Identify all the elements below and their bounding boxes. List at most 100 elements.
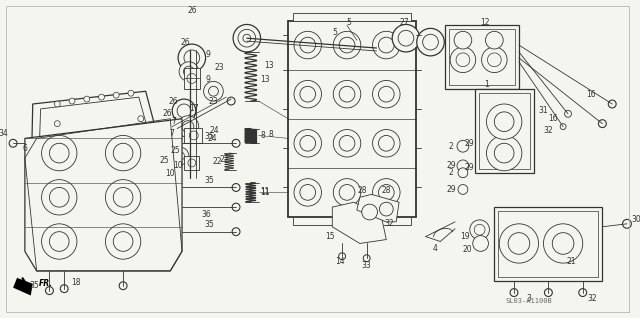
Text: 24: 24 (207, 134, 217, 143)
Circle shape (378, 135, 394, 151)
Circle shape (300, 184, 316, 200)
Circle shape (372, 179, 400, 206)
Circle shape (113, 92, 119, 98)
Circle shape (42, 224, 77, 259)
Text: 22: 22 (212, 157, 222, 166)
Circle shape (189, 131, 198, 140)
Circle shape (209, 86, 218, 96)
Text: 16: 16 (586, 90, 595, 99)
Text: 29: 29 (446, 161, 456, 170)
Circle shape (84, 188, 90, 193)
Circle shape (378, 37, 394, 53)
Polygon shape (25, 119, 182, 271)
Text: 14: 14 (335, 257, 345, 266)
Circle shape (545, 289, 552, 296)
Circle shape (177, 104, 191, 118)
Bar (494, 207, 602, 281)
Circle shape (300, 37, 316, 53)
Circle shape (238, 29, 256, 47)
Text: 18: 18 (71, 278, 81, 287)
Circle shape (623, 219, 631, 228)
Circle shape (372, 31, 400, 59)
Circle shape (187, 73, 196, 83)
Circle shape (339, 135, 355, 151)
Circle shape (499, 224, 538, 263)
Text: 10: 10 (165, 169, 175, 178)
Circle shape (457, 160, 469, 172)
Circle shape (486, 135, 522, 171)
Bar (184, 68, 200, 89)
Circle shape (339, 86, 355, 102)
Circle shape (473, 236, 488, 251)
Circle shape (372, 129, 400, 157)
Text: SL03-A1100B: SL03-A1100B (506, 298, 552, 304)
Circle shape (233, 24, 260, 52)
Polygon shape (13, 278, 33, 295)
Text: 35: 35 (205, 132, 214, 141)
Circle shape (179, 62, 199, 81)
Text: 3: 3 (526, 294, 531, 303)
Text: 13: 13 (264, 61, 275, 70)
Bar (499, 211, 598, 277)
Circle shape (333, 129, 361, 157)
Circle shape (138, 135, 144, 141)
Circle shape (294, 31, 321, 59)
Text: 24: 24 (210, 126, 220, 135)
Text: 26: 26 (180, 38, 190, 47)
Bar (184, 156, 199, 170)
Circle shape (339, 184, 355, 200)
Circle shape (49, 232, 69, 251)
Circle shape (579, 289, 587, 296)
Circle shape (494, 112, 514, 132)
Circle shape (227, 97, 235, 105)
Circle shape (54, 140, 60, 146)
Text: 33: 33 (362, 260, 372, 270)
Circle shape (175, 152, 184, 161)
Text: 11: 11 (260, 188, 270, 197)
Bar (136, 157, 148, 163)
Text: 9: 9 (205, 50, 210, 59)
Text: 25: 25 (170, 146, 180, 155)
Circle shape (232, 139, 240, 147)
Text: 7: 7 (172, 117, 177, 126)
Circle shape (69, 190, 75, 195)
Circle shape (552, 233, 574, 254)
Text: 36: 36 (202, 210, 211, 218)
Text: 15: 15 (326, 232, 335, 241)
Text: 32: 32 (385, 219, 394, 228)
Text: 8: 8 (268, 130, 273, 139)
Text: 13: 13 (260, 75, 270, 84)
Circle shape (49, 188, 69, 207)
Circle shape (417, 28, 444, 56)
Circle shape (106, 180, 141, 215)
Circle shape (232, 228, 240, 236)
Circle shape (177, 116, 199, 137)
Text: 32: 32 (543, 126, 553, 135)
Circle shape (232, 203, 240, 211)
Bar (184, 128, 202, 143)
Circle shape (458, 168, 468, 178)
Circle shape (422, 34, 438, 50)
Text: 20: 20 (462, 245, 472, 254)
Circle shape (60, 285, 68, 293)
Text: 29: 29 (446, 185, 456, 194)
Text: 12: 12 (480, 18, 489, 27)
Bar (445, 25, 519, 89)
Circle shape (481, 47, 507, 73)
Circle shape (138, 155, 144, 161)
Text: FR.: FR. (38, 279, 52, 288)
Circle shape (42, 135, 77, 171)
Circle shape (243, 34, 251, 42)
Text: 29: 29 (465, 139, 475, 148)
Circle shape (113, 182, 119, 188)
Text: 30: 30 (632, 215, 640, 225)
Text: 26: 26 (168, 97, 178, 106)
Text: 27: 27 (399, 18, 409, 27)
Text: 29: 29 (465, 163, 475, 172)
Text: 34: 34 (0, 129, 8, 138)
Text: 2: 2 (449, 168, 454, 177)
Circle shape (89, 145, 95, 151)
Circle shape (339, 37, 355, 53)
Text: 17: 17 (189, 104, 198, 114)
Circle shape (104, 143, 109, 149)
